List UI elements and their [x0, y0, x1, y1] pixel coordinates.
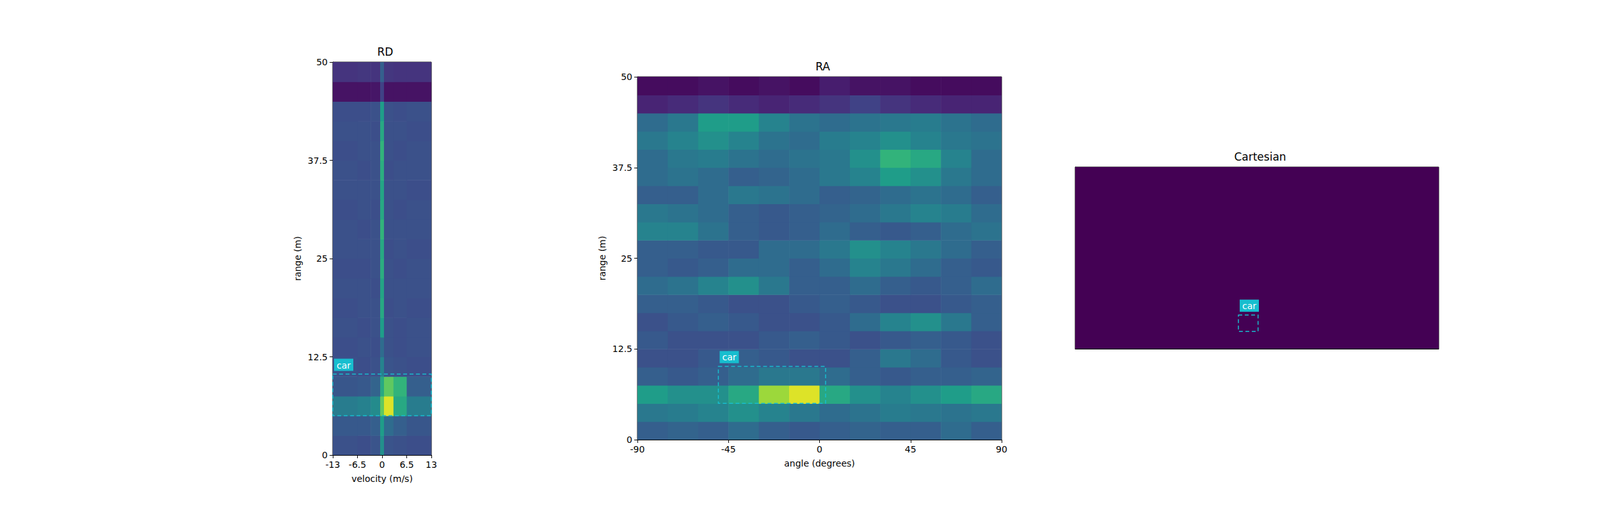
- svg-text:car: car: [1242, 300, 1257, 312]
- svg-text:range (m): range (m): [597, 236, 608, 281]
- svg-text:37.5: 37.5: [307, 155, 328, 166]
- svg-text:37.5: 37.5: [612, 162, 633, 173]
- svg-text:RD: RD: [377, 45, 394, 59]
- svg-text:25: 25: [316, 253, 328, 264]
- svg-text:-13: -13: [325, 459, 341, 470]
- svg-text:45: 45: [904, 444, 917, 455]
- svg-text:12.5: 12.5: [307, 352, 328, 363]
- svg-text:12.5: 12.5: [612, 343, 633, 354]
- svg-text:50: 50: [316, 56, 328, 68]
- svg-text:range (m): range (m): [292, 236, 303, 281]
- svg-text:0: 0: [321, 449, 328, 461]
- svg-text:Cartesian: Cartesian: [1233, 150, 1286, 164]
- svg-text:velocity (m/s): velocity (m/s): [351, 473, 413, 484]
- svg-text:25: 25: [620, 253, 633, 264]
- svg-text:RA: RA: [815, 60, 831, 73]
- svg-text:-6.5: -6.5: [348, 459, 367, 470]
- svg-text:6.5: 6.5: [399, 459, 414, 470]
- svg-text:-90: -90: [630, 444, 646, 455]
- svg-text:50: 50: [620, 71, 633, 82]
- svg-text:car: car: [336, 360, 351, 371]
- svg-text:0: 0: [379, 459, 386, 470]
- svg-text:0: 0: [816, 444, 823, 455]
- svg-text:car: car: [721, 352, 736, 363]
- svg-text:90: 90: [995, 444, 1008, 455]
- svg-text:13: 13: [425, 459, 438, 470]
- svg-text:0: 0: [626, 434, 633, 445]
- svg-text:angle (degrees): angle (degrees): [784, 458, 856, 469]
- svg-text:-45: -45: [721, 444, 736, 455]
